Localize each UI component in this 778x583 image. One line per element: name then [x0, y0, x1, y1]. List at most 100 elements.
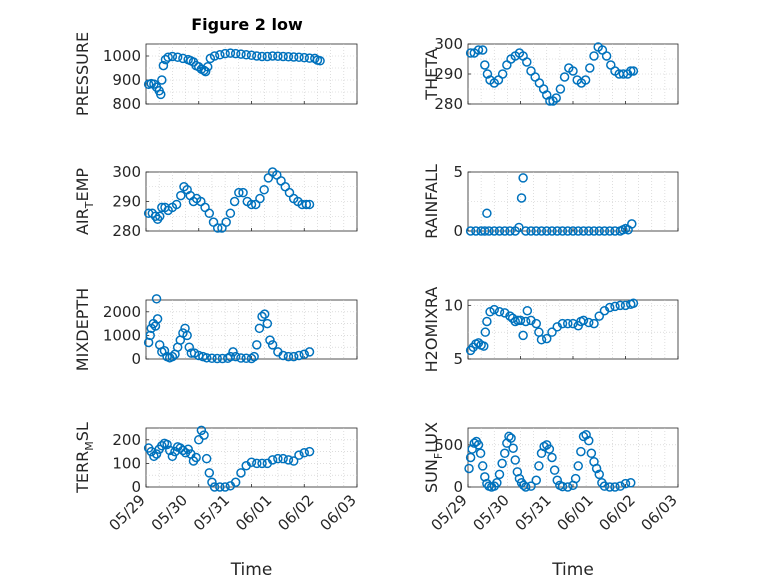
data-point — [172, 52, 183, 62]
data-point — [594, 226, 604, 236]
data-point — [599, 481, 610, 491]
figure-title: Figure 2 low — [191, 15, 303, 34]
data-point — [288, 52, 299, 62]
data-point — [164, 445, 175, 456]
data-point — [482, 316, 492, 327]
data-point — [257, 311, 267, 322]
data-point — [628, 66, 639, 76]
data-point — [521, 226, 531, 236]
data-point — [267, 455, 278, 465]
data-point — [500, 226, 510, 236]
data-point — [154, 211, 165, 221]
x-tick-label: 05/31 — [512, 491, 555, 534]
data-point — [201, 353, 212, 363]
data-point — [471, 226, 481, 236]
data-point — [518, 173, 528, 183]
data-point — [505, 311, 515, 321]
data-point — [497, 69, 508, 79]
data-point — [196, 425, 207, 436]
data-point — [584, 317, 594, 328]
x-tick-label: 06/01 — [554, 491, 597, 534]
data-point — [212, 353, 222, 364]
data-point — [526, 226, 536, 236]
data-point — [508, 443, 518, 453]
data-point — [570, 473, 581, 484]
subplot-mixdepth: 0 1000 2000 MIXDEPTH — [73, 288, 358, 371]
data-point — [522, 305, 533, 316]
data-point — [469, 438, 480, 448]
y-tick-label: 1000 — [103, 47, 141, 65]
data-point — [156, 89, 166, 100]
data-point — [207, 353, 217, 364]
data-point — [548, 96, 558, 106]
data-point — [552, 475, 562, 486]
data-point — [201, 453, 212, 464]
data-point — [465, 226, 476, 236]
data-point — [207, 477, 217, 488]
data-point — [586, 448, 597, 459]
plot-area-mixdepth — [145, 299, 358, 360]
x-tick-label: 06/03 — [638, 491, 681, 534]
data-point — [482, 69, 493, 79]
data-point — [162, 439, 172, 450]
data-point — [573, 461, 583, 471]
data-point — [228, 347, 238, 357]
y-tick-label: 0 — [131, 478, 141, 496]
subplot-rainfall: 0 5 RAINFALL — [422, 163, 679, 240]
data-point — [557, 318, 568, 329]
data-point — [194, 435, 204, 445]
data-point — [301, 199, 312, 210]
data-point — [254, 323, 265, 334]
data-point — [568, 66, 578, 76]
data-point — [628, 298, 639, 308]
data-point — [576, 446, 586, 457]
data-point — [255, 193, 265, 204]
data-point — [563, 482, 573, 492]
data-point — [151, 449, 162, 459]
data-point — [209, 51, 220, 61]
data-point — [578, 315, 589, 326]
data-point — [157, 75, 167, 85]
data-point — [176, 190, 186, 201]
data-point — [149, 451, 159, 462]
data-point — [580, 75, 591, 85]
data-point — [594, 311, 604, 321]
data-point — [551, 93, 561, 103]
data-point — [246, 50, 257, 61]
data-point — [610, 482, 620, 492]
data-point — [204, 468, 215, 478]
data-point — [521, 316, 531, 327]
y-tick-label: 5 — [453, 350, 463, 368]
data-point — [516, 193, 527, 203]
data-point — [273, 453, 283, 464]
data-point — [610, 301, 620, 312]
data-point — [220, 482, 230, 492]
data-point — [215, 50, 225, 60]
y-tick-label: 10 — [444, 296, 463, 314]
data-point — [465, 48, 476, 58]
data-point — [480, 327, 491, 337]
y-axis-label: AIRTEMP — [73, 168, 96, 235]
data-point — [283, 51, 294, 62]
x-tick-label: 05/30 — [470, 491, 513, 534]
subplot-air_temp: 280 290 300 AIRTEMP — [73, 163, 358, 240]
data-point — [477, 45, 488, 55]
x-axis-label: Time — [230, 560, 273, 580]
data-point — [557, 481, 568, 492]
data-point — [209, 482, 220, 492]
data-point — [626, 478, 636, 488]
data-point — [220, 48, 230, 59]
data-point — [547, 226, 557, 236]
data-point — [615, 300, 625, 311]
data-point — [563, 226, 573, 236]
data-point — [257, 51, 267, 62]
data-point — [605, 226, 615, 236]
data-point — [204, 208, 215, 219]
data-point — [241, 50, 251, 60]
data-point — [518, 330, 528, 341]
data-point — [230, 48, 241, 59]
y-axis-label: H2OMIXRA — [422, 287, 441, 373]
data-point — [304, 347, 315, 357]
